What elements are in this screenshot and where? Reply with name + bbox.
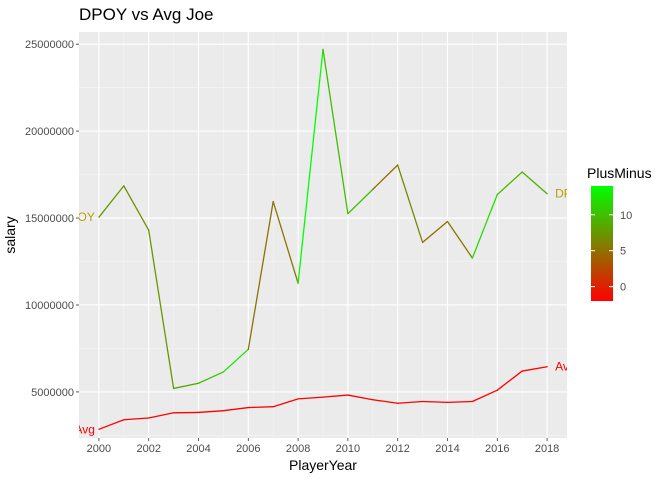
series-segment xyxy=(247,406,274,409)
x-tick-label: 2018 xyxy=(535,443,559,455)
series-segment xyxy=(172,382,200,390)
x-axis: 2000 2002 2004 2006 2008 2010 2012 2014 2016 2018 xyxy=(87,438,559,455)
series-segment xyxy=(222,348,249,373)
x-tick-label: 2002 xyxy=(136,443,160,455)
series-segment xyxy=(297,396,324,400)
y-tick-label: 20000000 xyxy=(25,126,74,138)
x-tick-label: 2012 xyxy=(385,443,409,455)
series-segment xyxy=(148,412,175,419)
series-segment xyxy=(297,48,324,284)
series-segment xyxy=(397,164,424,244)
legend-tick-label: 10 xyxy=(620,210,632,222)
series-segment xyxy=(98,185,125,218)
series-segment xyxy=(521,366,548,372)
chart-title: DPOY vs Avg Joe xyxy=(79,5,214,24)
series-segment xyxy=(471,389,498,403)
y-axis-title: salary xyxy=(2,216,18,253)
legend-ticks: 0 5 10 xyxy=(591,210,632,294)
y-axis: 5000000 10000000 15000000 20000000 25000000 xyxy=(25,39,79,399)
series-segment xyxy=(322,48,349,215)
series-segment xyxy=(471,193,498,259)
x-tick-label: 2000 xyxy=(87,443,111,455)
series-segment xyxy=(123,417,150,421)
series-segment xyxy=(521,171,548,195)
x-tick-label: 2010 xyxy=(336,443,360,455)
legend-tick-label: 0 xyxy=(620,282,626,294)
series-segment xyxy=(148,229,175,390)
series-segment xyxy=(347,394,374,401)
y-tick-label: 25000000 xyxy=(25,39,74,51)
series-segment xyxy=(247,200,274,350)
series-segment xyxy=(372,164,399,191)
x-tick-label: 2014 xyxy=(435,443,459,455)
series-label-end: DPOY xyxy=(555,187,589,201)
x-axis-title: PlayerYear xyxy=(289,457,357,473)
legend: PlusMinus 0 5 10 xyxy=(587,165,652,301)
x-tick-label: 2006 xyxy=(236,443,260,455)
series-segment xyxy=(222,406,249,412)
series-segment xyxy=(272,200,299,284)
x-tick-label: 2004 xyxy=(186,443,210,455)
legend-colorbar xyxy=(591,186,613,301)
series-segment xyxy=(446,400,474,404)
legend-tick-label: 5 xyxy=(620,246,626,258)
series-labels: DPOY DPOY Avg Avg xyxy=(61,187,589,437)
series-layer xyxy=(98,48,548,430)
series-segment xyxy=(272,398,299,408)
series-segment xyxy=(496,171,523,196)
series-segment xyxy=(421,220,449,244)
legend-title: PlusMinus xyxy=(587,165,652,181)
x-tick-label: 2016 xyxy=(485,443,509,455)
y-tick-label: 15000000 xyxy=(25,213,74,225)
series-segment xyxy=(197,371,225,384)
y-tick-label: 10000000 xyxy=(25,300,74,312)
grid-minor xyxy=(79,32,567,438)
series-segment xyxy=(123,185,150,231)
series-label-start: Avg xyxy=(74,422,94,436)
series-segment xyxy=(421,400,449,404)
series-segment xyxy=(446,220,474,259)
y-tick-label: 5000000 xyxy=(31,387,74,399)
series-segment xyxy=(322,394,349,398)
series-label-start: DPOY xyxy=(61,210,95,224)
grid-major xyxy=(79,32,567,438)
series-segment xyxy=(397,400,424,404)
series-segment xyxy=(197,410,225,414)
x-tick-label: 2008 xyxy=(286,443,310,455)
series-segment xyxy=(496,370,523,391)
series-segment xyxy=(98,419,125,430)
series-segment xyxy=(372,399,399,404)
series-segment xyxy=(347,188,374,215)
series-label-end: Avg xyxy=(555,360,575,374)
